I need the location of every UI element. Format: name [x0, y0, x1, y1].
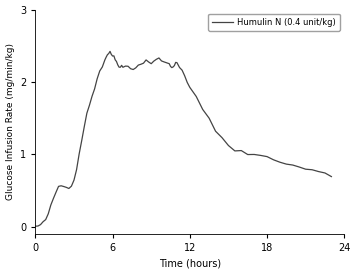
Legend: Humulin N (0.4 unit/kg): Humulin N (0.4 unit/kg): [208, 14, 340, 31]
Y-axis label: Glucose Infusion Rate (mg/min/kg): Glucose Infusion Rate (mg/min/kg): [6, 43, 15, 200]
X-axis label: Time (hours): Time (hours): [159, 258, 221, 269]
